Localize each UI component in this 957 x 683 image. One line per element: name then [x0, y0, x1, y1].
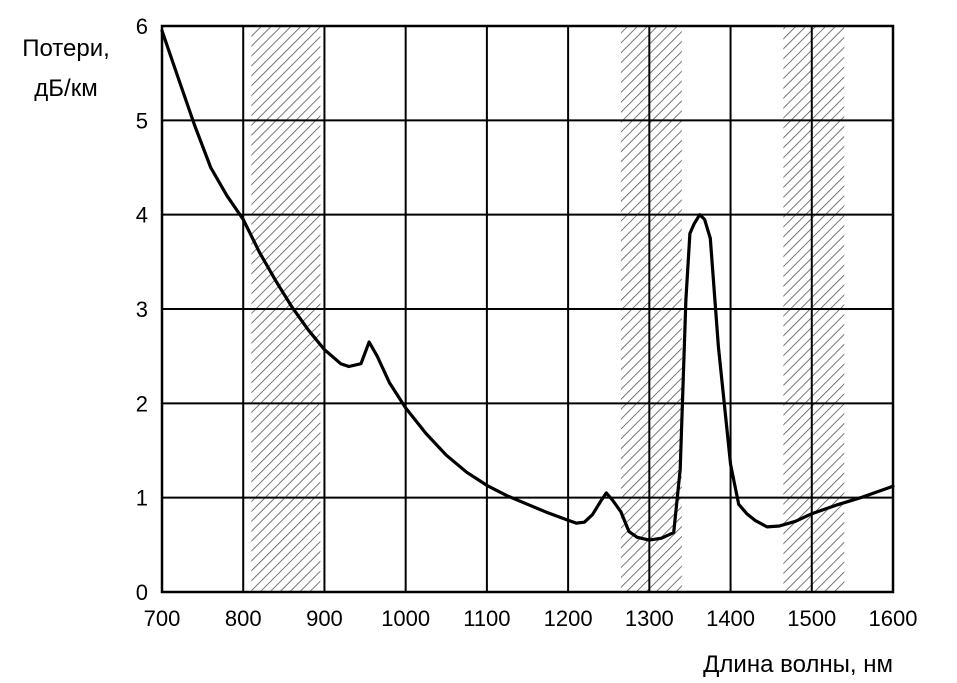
y-tick-labels: 0 1 2 3 4 5 6: [136, 14, 148, 605]
x-tick-label: 1500: [787, 606, 836, 631]
x-axis-title: Длина волны, нм: [703, 651, 893, 678]
grid-layer: [161, 25, 894, 593]
y-tick-label: 6: [136, 14, 148, 39]
plot-frame: [160, 24, 895, 594]
y-tick-label: 1: [136, 486, 148, 511]
x-tick-labels: 700 800 900 1000 1100 1200 1300 1400 1500 1600: [144, 606, 918, 631]
y-tick-label: 4: [136, 203, 148, 228]
series-line: [160, 29, 895, 542]
x-tick-label: 1600: [869, 606, 918, 631]
x-tick-label: 700: [144, 606, 181, 631]
y-axis-title-line1: Потери,: [22, 35, 110, 62]
x-tick-label: 800: [225, 606, 262, 631]
x-tick-label: 900: [306, 606, 343, 631]
x-tick-label: 1200: [544, 606, 593, 631]
y-tick-label: 3: [136, 297, 148, 322]
x-tick-label: 1400: [706, 606, 755, 631]
y-axis-title-line2: дБ/км: [34, 75, 97, 102]
y-tick-label: 5: [136, 108, 148, 133]
y-tick-label: 0: [136, 580, 148, 605]
x-tick-label: 1300: [625, 606, 674, 631]
x-tick-label: 1100: [463, 606, 510, 631]
x-tick-label: 1000: [381, 606, 430, 631]
y-tick-label: 2: [136, 391, 148, 416]
